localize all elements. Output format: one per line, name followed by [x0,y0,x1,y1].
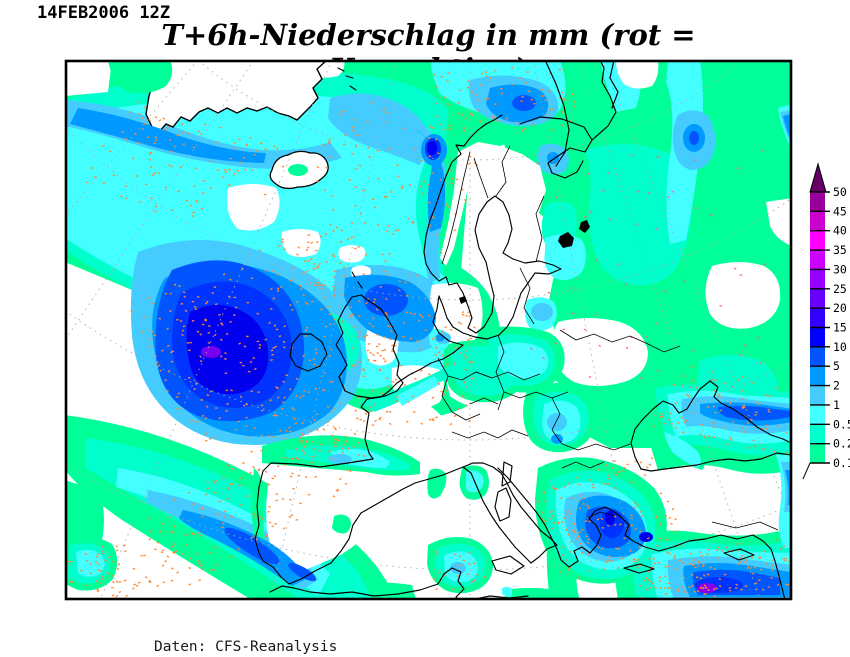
colorbar-segment [810,230,825,251]
colorbar-value: 30 [833,262,847,276]
map-title: T+6h-Niederschlag in mm (rot = Konvektio… [161,18,696,86]
colorbar-value: 0.2 [833,437,850,451]
colorbar-segment [810,192,825,212]
convection-stipples [66,66,791,599]
colorbar-value: 40 [833,224,847,238]
colorbar-arrow [809,162,827,193]
colorbar-segment [810,308,825,328]
colorbar-value: 25 [833,282,847,296]
colorbar-value: 45 [833,204,847,218]
colorbar-segment [810,404,825,425]
colorbar-value: 0.5 [833,417,850,431]
colorbar-segment [810,385,825,406]
colorbar-segment [810,288,825,309]
colorbar-segment [810,443,825,464]
map-frame [64,59,793,601]
colorbar-value: 1 [833,398,840,412]
colorbar-segment [810,250,825,270]
dry-areas [66,61,791,576]
credits: Daten: CFS-Reanalysis (C) Wetterzentrale… [154,605,337,657]
colorbar-segment [810,211,825,232]
precip-field-heavy [70,61,791,597]
colorbar-value: 2 [833,379,840,393]
colorbar-value: 35 [833,243,847,257]
colorbar-value: 5 [833,359,840,373]
colorbar-tail [802,462,811,480]
colorbar-segment [810,327,825,348]
colorbar-segment [810,366,825,387]
colorbar-value: 50 [833,185,847,199]
coastlines [254,61,791,599]
country-borders [437,145,779,531]
run-datetime: 14FEB2006 12Z [37,3,171,23]
colorbar-value: 15 [833,321,847,335]
colorbar-segment [810,346,825,367]
colorbar-value: 10 [833,340,847,354]
colorbar-value: 0.1 [833,456,850,470]
colorbar-segment [810,269,825,290]
colorbar-segment [810,424,825,445]
credit-data-source: Daten: CFS-Reanalysis [154,639,338,655]
graticule [66,61,791,599]
colorbar-value: 20 [833,301,847,315]
